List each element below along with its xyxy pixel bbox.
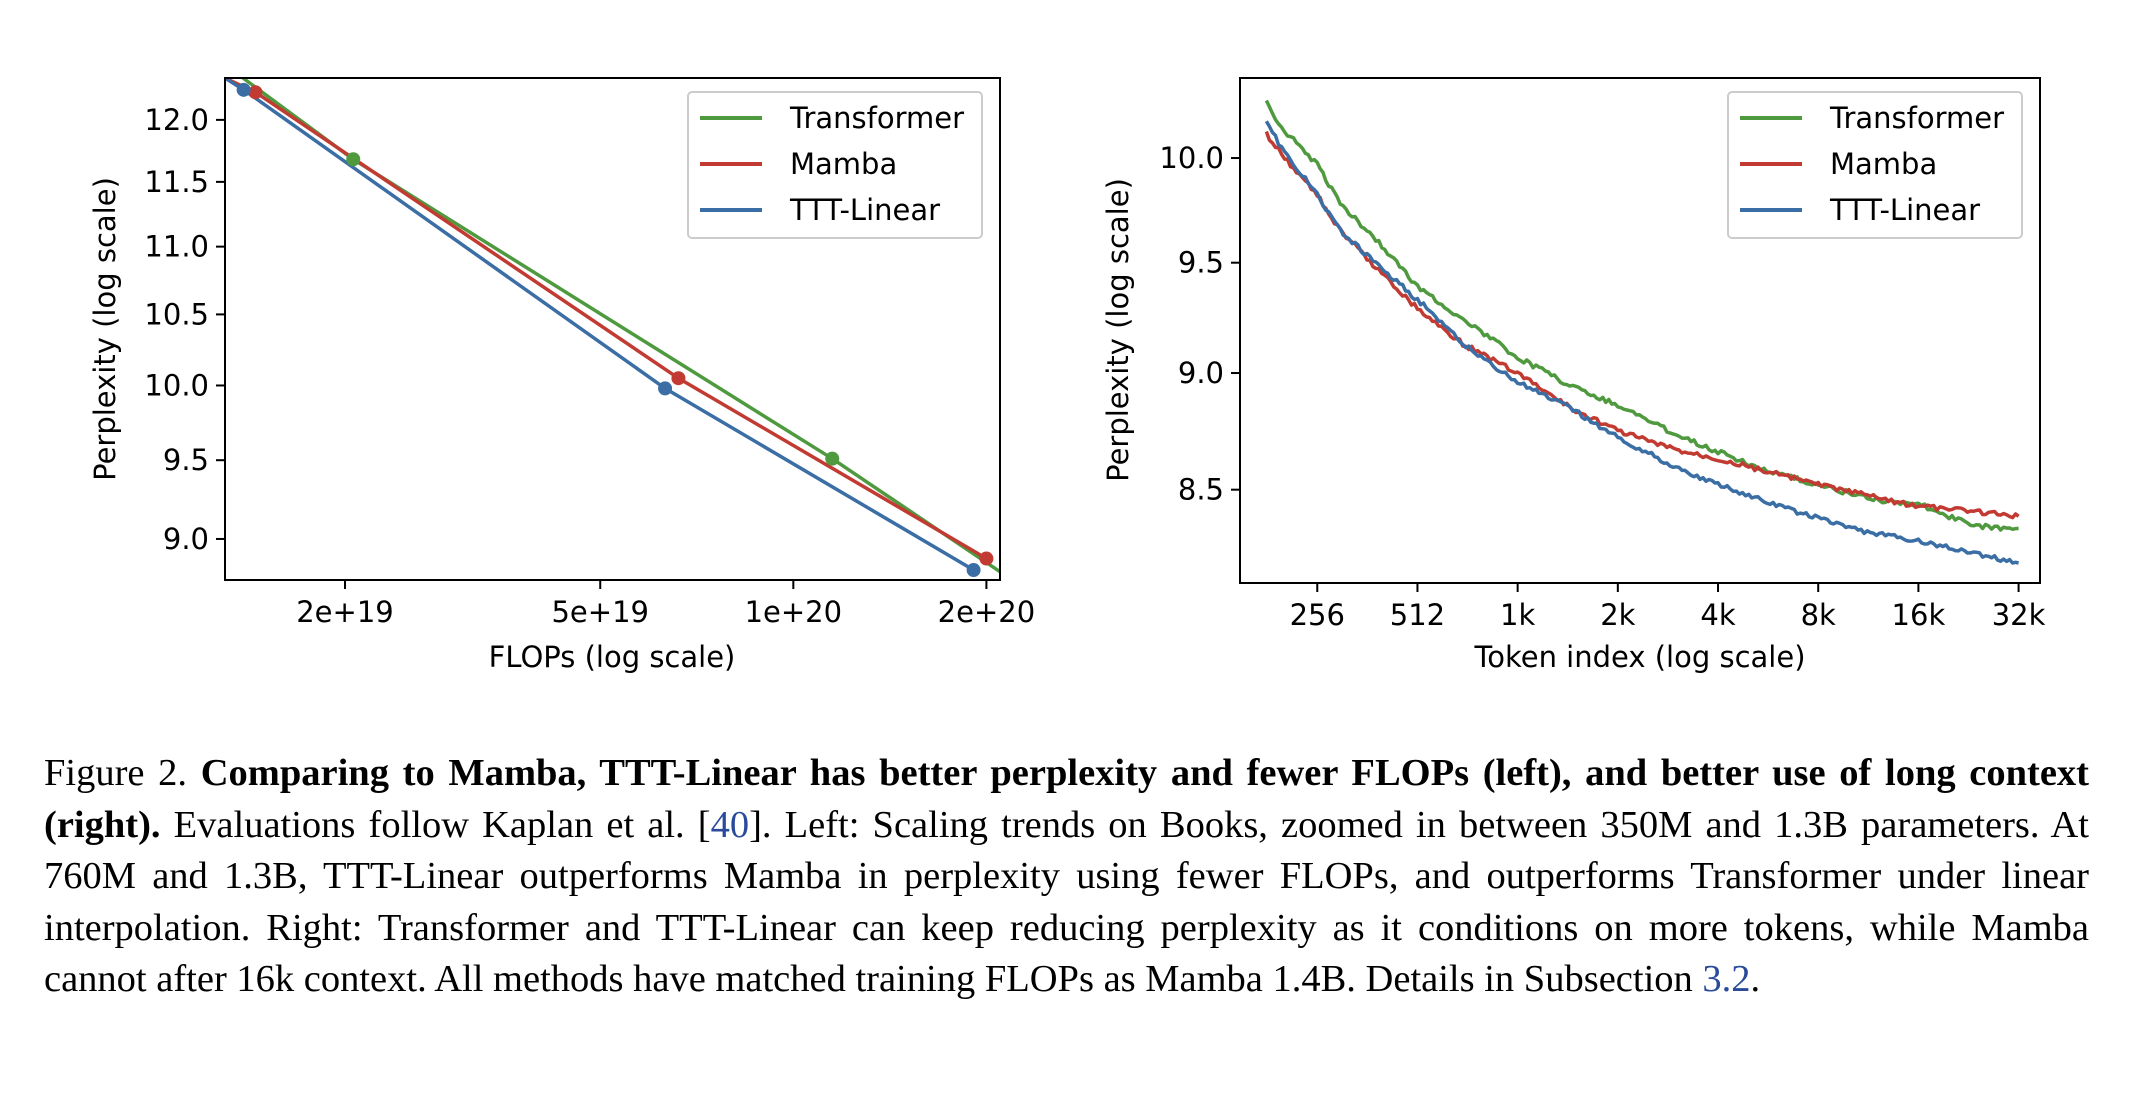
right-chart-ytick-label: 9.0 xyxy=(1178,356,1224,390)
right-chart-xtick-label: 32k xyxy=(1992,598,2046,632)
left-chart-point-ttt-linear xyxy=(966,563,981,578)
left-chart-line-ttt-linear xyxy=(225,78,975,572)
caption-text-end: . xyxy=(1750,958,1761,1000)
right-chart-xtick-label: 256 xyxy=(1290,598,1345,632)
caption-text-b: ]. Left: Scaling trends on Books, zoomed… xyxy=(44,803,2090,1001)
left-chart-ytick-label: 10.5 xyxy=(144,297,209,331)
right-chart-line-mamba xyxy=(1264,130,2020,520)
left-chart-frame xyxy=(224,77,1001,581)
left-chart-point-mamba xyxy=(248,85,263,100)
left-chart-point-transformer xyxy=(346,152,361,167)
right-chart-legend-label-mamba: Mamba xyxy=(1830,147,1937,181)
left-chart-ytick-label: 11.0 xyxy=(144,230,209,264)
left-chart-ytick-label: 12.0 xyxy=(144,103,209,137)
left-chart-xtick-label: 2e+20 xyxy=(938,595,1036,629)
left-chart-point-mamba xyxy=(979,551,994,566)
citation-link[interactable]: 40 xyxy=(710,803,750,846)
left-chart-legend-label-mamba: Mamba xyxy=(790,147,897,181)
left-chart-xtick-label: 5e+19 xyxy=(551,595,649,629)
left-chart-ylabel: Perplexity (log scale) xyxy=(88,177,122,481)
left-chart-ytick-label: 11.5 xyxy=(144,165,209,199)
left-chart-xtick-label: 1e+20 xyxy=(745,595,843,629)
right-chart-xtick-label: 4k xyxy=(1700,598,1735,632)
right-chart-ytick-label: 10.0 xyxy=(1159,141,1224,175)
subsection-link[interactable]: 3.2 xyxy=(1702,958,1751,1000)
right-chart-xtick-label: 16k xyxy=(1892,598,1946,632)
caption-text-a: Evaluations follow Kaplan et al. [ xyxy=(173,803,711,846)
right-chart-xlabel: Token index (log scale) xyxy=(1473,640,1805,674)
left-chart: 2e+19 5e+19 1e+20 2e+20 9.0 9.5 10.0 10.5 11.0 1… xyxy=(88,77,1036,674)
right-chart-legend: Transformer Mamba TTT-Linear xyxy=(1727,91,2023,239)
left-chart-legend-label-ttt-linear: TTT-Linear xyxy=(789,193,940,227)
right-chart-xtick-label: 8k xyxy=(1801,598,1836,632)
right-chart-line-ttt-linear xyxy=(1264,120,2019,565)
left-chart-point-ttt-linear xyxy=(236,82,251,97)
left-chart-point-transformer xyxy=(825,451,840,466)
left-chart-line-transformer xyxy=(240,78,1000,574)
left-chart-xlabel: FLOPs (log scale) xyxy=(489,640,736,674)
right-chart-xtick-label: 1k xyxy=(1500,598,1535,632)
right-chart-legend-label-transformer: Transformer xyxy=(1829,101,2004,135)
right-chart-ytick-label: 9.5 xyxy=(1178,246,1224,280)
caption-bold-summary: Comparing to Mamba, TTT-Linear has bette… xyxy=(44,752,2090,846)
right-chart: 256 512 1k 2k 4k 8k 16k 32k 8.5 9.0 9.5 10.0 Token… xyxy=(1101,77,2046,674)
left-chart-ytick-label: 9.0 xyxy=(163,522,209,556)
left-chart-legend-label-transformer: Transformer xyxy=(789,101,964,135)
figure-label: Figure 2. xyxy=(44,752,188,794)
right-chart-ytick-label: 8.5 xyxy=(1178,473,1224,507)
right-chart-xtick-label: 2k xyxy=(1600,598,1635,632)
left-chart-legend: Transformer Mamba TTT-Linear xyxy=(687,91,983,239)
left-chart-ytick-label: 10.0 xyxy=(144,368,209,402)
right-chart-ylabel: Perplexity (log scale) xyxy=(1101,178,1135,482)
left-chart-point-ttt-linear xyxy=(658,381,673,396)
left-chart-point-mamba xyxy=(671,371,686,386)
right-chart-frame xyxy=(1239,77,2041,584)
figure-caption: Figure 2. Comparing to Mamba, TTT-Linear… xyxy=(44,748,2089,1006)
right-chart-legend-label-ttt-linear: TTT-Linear xyxy=(1829,193,1980,227)
right-chart-xtick-label: 512 xyxy=(1390,598,1445,632)
figure-2-charts: 2e+19 5e+19 1e+20 2e+20 9.0 9.5 10.0 10.5 11.0 1… xyxy=(88,77,2046,674)
left-chart-ytick-label: 9.5 xyxy=(163,443,209,477)
left-chart-xtick-label: 2e+19 xyxy=(296,595,394,629)
